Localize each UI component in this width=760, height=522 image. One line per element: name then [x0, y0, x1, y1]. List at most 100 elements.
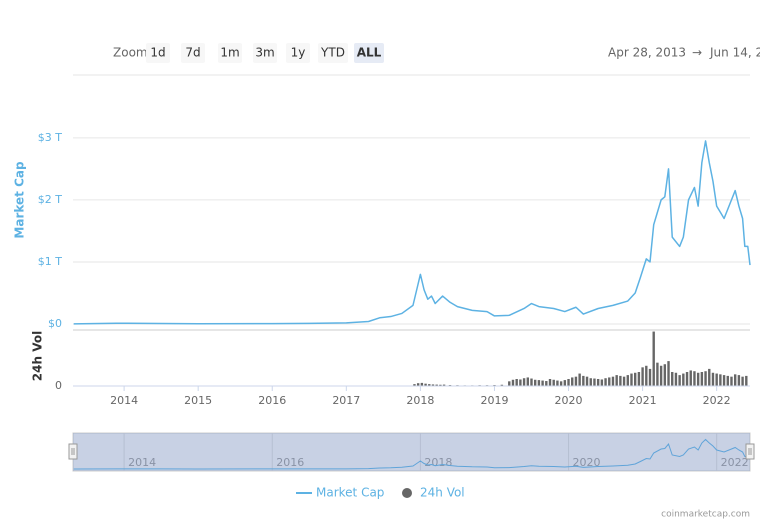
volume-bar — [696, 372, 700, 386]
volume-bar — [416, 383, 420, 386]
x-tick-label: 2017 — [332, 394, 360, 407]
volume-bar — [730, 376, 733, 386]
volume-bar — [622, 376, 626, 386]
volume-bar — [600, 379, 604, 386]
y-tick-label: $2 T — [38, 193, 62, 206]
volume-bar — [559, 381, 563, 386]
volume-bar — [726, 375, 729, 386]
volume-bar — [537, 380, 541, 386]
zoom-button-label[interactable]: 3m — [255, 46, 274, 60]
zoom-label: Zoom — [113, 46, 148, 60]
date-from: Apr 28, 2013 — [608, 46, 686, 60]
navigator-tick-label: 2016 — [276, 456, 304, 469]
x-tick-label: 2022 — [703, 394, 731, 407]
volume-bar — [663, 364, 667, 386]
volume-bar — [689, 370, 692, 386]
volume-bar — [431, 384, 435, 386]
volume-bar — [556, 380, 559, 386]
volume-bar — [656, 362, 659, 386]
zoom-button[interactable] — [286, 43, 310, 63]
volume-bar — [522, 378, 526, 386]
zoom-button[interactable] — [318, 43, 348, 63]
zoom-button-label[interactable]: ALL — [357, 46, 382, 60]
zoom-button-label[interactable]: 1d — [150, 46, 165, 60]
volume-bar — [428, 384, 431, 386]
volume-bar — [442, 384, 446, 386]
x-tick-label: 2021 — [629, 394, 657, 407]
volume-bar — [645, 365, 648, 386]
x-tick-label: 2014 — [110, 394, 138, 407]
volume-bar — [667, 361, 670, 386]
volume-bar — [608, 377, 611, 386]
volume-bar — [704, 371, 707, 386]
date-to: Jun 14, 2 — [709, 46, 760, 60]
volume-bar — [715, 373, 718, 386]
zoom-button[interactable] — [354, 43, 384, 63]
x-tick-label: 2018 — [406, 394, 434, 407]
volume-bar — [630, 373, 633, 386]
volume-bar — [719, 374, 722, 386]
volume-bar — [733, 374, 737, 386]
y-tick-label: $0 — [48, 317, 62, 330]
volume-bar — [552, 379, 555, 386]
volume-bar — [526, 377, 529, 386]
volume-bar — [652, 331, 655, 386]
volume-bar — [737, 375, 741, 386]
volume-bar — [693, 371, 696, 386]
volume-bar — [741, 376, 744, 386]
volume-bar — [700, 372, 704, 386]
navigator-tick-label: 2018 — [424, 456, 452, 469]
volume-bar — [722, 375, 726, 386]
zoom-button[interactable] — [253, 43, 277, 63]
volume-bar — [582, 375, 585, 386]
volume-bar — [633, 372, 637, 386]
zoom-button[interactable] — [146, 43, 170, 63]
volume-bar — [619, 375, 622, 386]
volume-bar — [596, 379, 600, 386]
zoom-button-label[interactable]: 1y — [291, 46, 306, 60]
zoom-button-label[interactable]: YTD — [320, 46, 345, 60]
volume-bar — [541, 380, 544, 386]
volume-bar — [533, 379, 537, 386]
zoom-button[interactable] — [218, 43, 242, 63]
zoom-button[interactable] — [181, 43, 205, 63]
volume-bar — [500, 384, 504, 386]
volume-bar — [571, 377, 574, 386]
volume-bar — [641, 367, 644, 386]
y-tick-label: $3 T — [38, 131, 62, 144]
navigator-tick-label: 2022 — [721, 456, 749, 469]
y-tick-label: $1 T — [38, 255, 62, 268]
volume-bar — [678, 375, 681, 386]
navigator-line — [73, 438, 751, 470]
x-tick-label: 2020 — [555, 394, 583, 407]
volume-bar — [637, 372, 641, 386]
volume-bar — [424, 383, 427, 386]
volume-bar — [545, 381, 548, 386]
volume-bar — [515, 379, 518, 386]
volume-bar — [745, 375, 748, 386]
zoom-button-label[interactable]: 7d — [185, 46, 200, 60]
x-tick-label: 2019 — [480, 394, 508, 407]
y-tick-label: 0 — [55, 379, 62, 392]
volume-bar — [589, 378, 592, 386]
volume-bar — [413, 384, 416, 386]
volume-bar — [578, 373, 581, 386]
navigator-handle[interactable] — [68, 443, 78, 460]
volume-bar — [604, 378, 607, 386]
volume-bar — [682, 373, 685, 386]
navigator-tick-label: 2020 — [573, 456, 601, 469]
volume-bar — [508, 381, 511, 386]
navigator-handle[interactable] — [745, 443, 755, 460]
volume-bar — [615, 375, 618, 386]
volume-bar — [563, 380, 567, 386]
zoom-button-label[interactable]: 1m — [220, 46, 239, 60]
volume-bar — [611, 376, 615, 386]
volume-bar — [548, 379, 552, 386]
legend-label[interactable]: Market Cap — [316, 486, 384, 500]
volume-bar — [671, 372, 674, 386]
legend-label[interactable]: 24h Vol — [420, 486, 465, 500]
volume-bar — [530, 378, 533, 386]
volume-bar — [567, 379, 570, 386]
y-axis-title: Market Cap — [13, 161, 27, 239]
